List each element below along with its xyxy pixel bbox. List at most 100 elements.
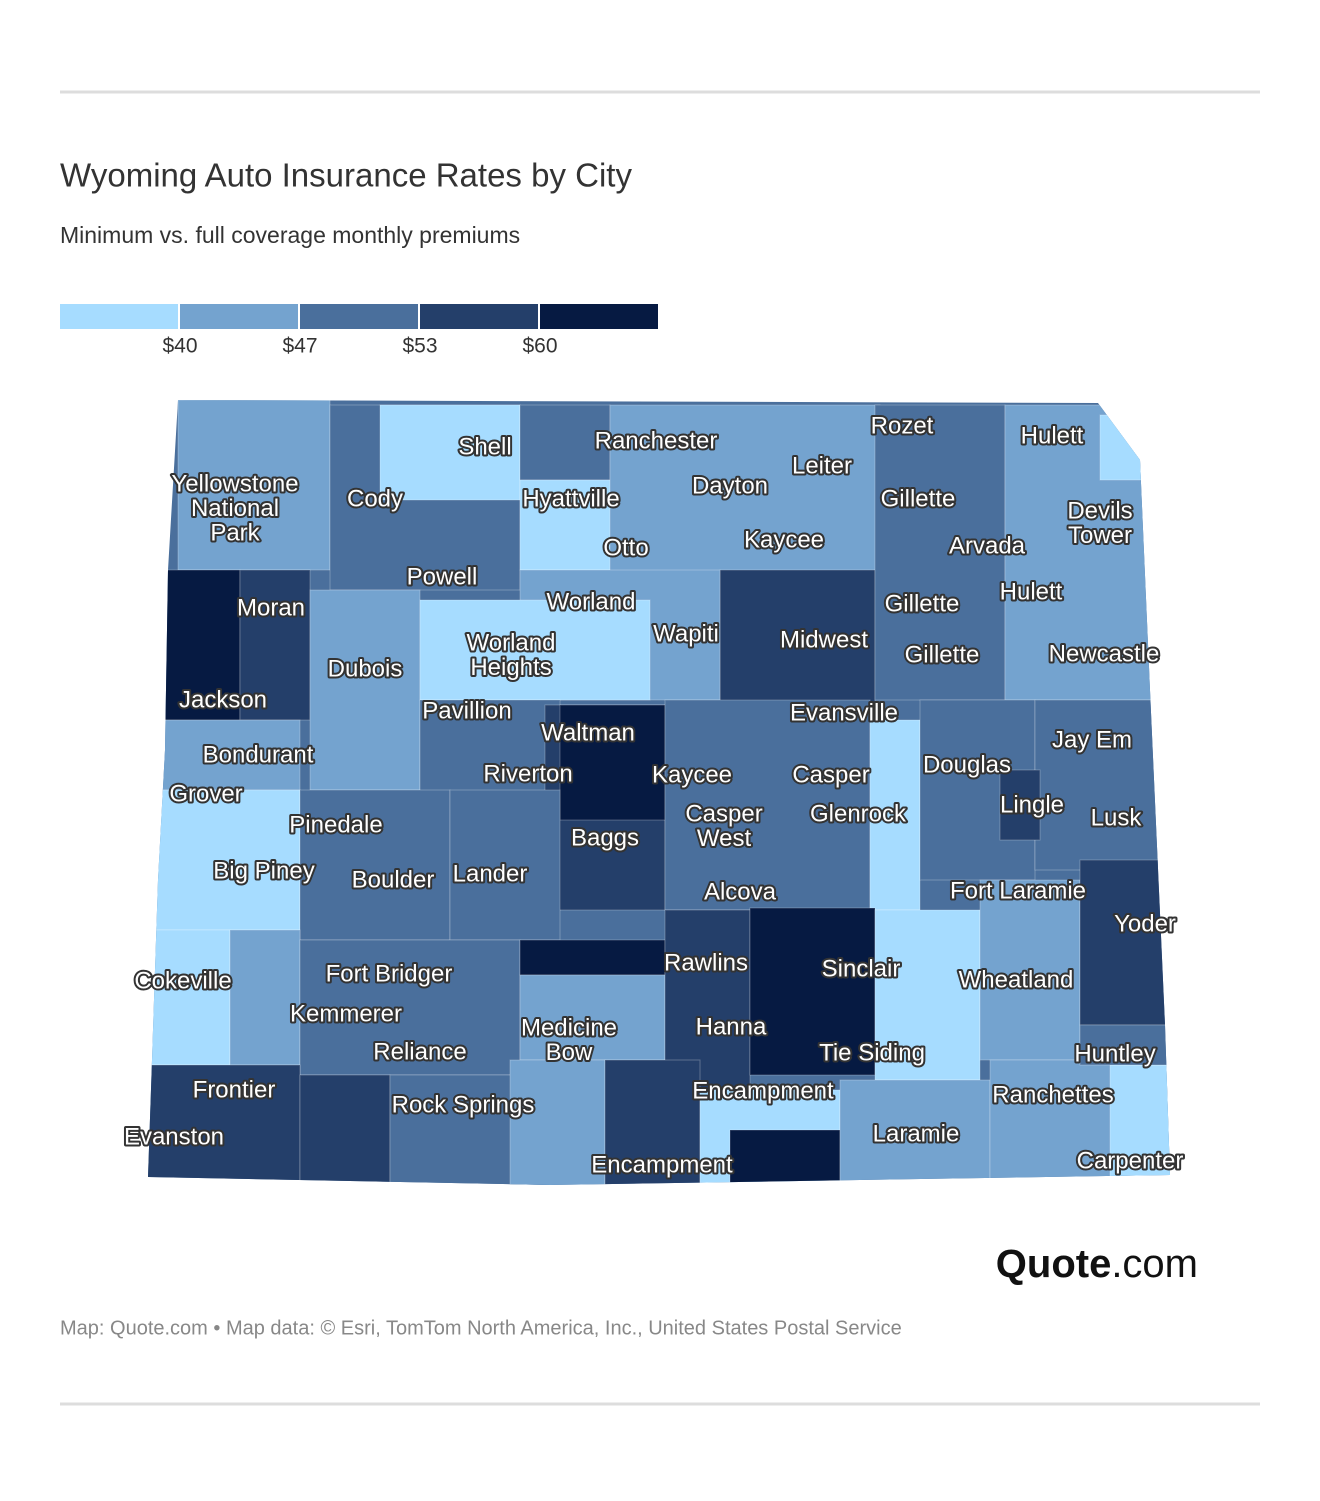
city-label: Carpenter — [1077, 1147, 1184, 1174]
logo-brand: Quote — [996, 1242, 1112, 1286]
city-label: Frontier — [193, 1076, 276, 1103]
city-label: Big Piney — [213, 857, 314, 884]
city-label: Moran — [237, 594, 305, 621]
region — [1079, 1024, 1170, 1066]
region — [159, 719, 301, 791]
city-label: Hanna — [696, 1013, 767, 1040]
city-label: Arvada — [949, 532, 1026, 559]
city-label: Leiter — [792, 452, 852, 479]
region — [449, 789, 561, 941]
legend-swatch — [300, 304, 418, 329]
region — [874, 404, 1006, 701]
region — [999, 769, 1041, 841]
city-label: Grover — [169, 780, 242, 807]
city-label: Casper — [685, 800, 762, 827]
city-label: Midwest — [780, 626, 868, 653]
city-label: Otto — [603, 534, 648, 561]
city-labels: Shell Ranchester Rozet Hulett YellowstoneNat… — [122, 410, 1185, 1180]
city-label: Alcova — [704, 878, 777, 905]
city-label: Ranchettes — [992, 1081, 1113, 1108]
city-label: Fort Laramie — [950, 877, 1086, 904]
city-label: Yellowstone — [171, 470, 298, 497]
city-label: Cokeville — [134, 967, 231, 994]
city-label: Hulett — [1021, 422, 1084, 449]
region — [379, 404, 521, 501]
region — [664, 699, 871, 911]
region — [299, 1074, 391, 1185]
city-label: Reliance — [373, 1038, 466, 1065]
city-label: Tower — [1068, 522, 1132, 549]
city-label: Douglas — [923, 751, 1011, 778]
title: Wyoming Auto Insurance Rates by City — [60, 157, 632, 194]
city-label: Heights — [470, 654, 551, 681]
region — [559, 704, 666, 821]
city-label: Laramie — [873, 1120, 960, 1147]
city-label: Bow — [546, 1039, 593, 1066]
city-label: Shell — [458, 433, 511, 460]
city-label: West — [697, 825, 752, 852]
city-label: Glenrock — [810, 800, 907, 827]
legend-label: $53 — [402, 335, 437, 358]
city-label: Worland — [467, 629, 556, 656]
region — [874, 909, 981, 1081]
city-label: Kaycee — [652, 761, 732, 788]
legend-label: $47 — [282, 335, 317, 358]
region — [177, 400, 331, 571]
region — [509, 1059, 606, 1185]
legend-swatch — [180, 304, 298, 329]
region — [1034, 699, 1161, 871]
region — [1109, 1064, 1170, 1185]
region — [749, 907, 876, 1076]
city-label: Riverton — [483, 760, 572, 787]
region — [1079, 859, 1170, 1026]
city-label: Jackson — [179, 686, 267, 713]
city-label: Worland — [547, 588, 636, 615]
region — [299, 789, 451, 941]
city-label: Dayton — [692, 472, 768, 499]
city-label: Encampment — [591, 1151, 733, 1178]
city-label: Tie Siding — [819, 1039, 925, 1066]
city-label: Evanston — [124, 1123, 224, 1150]
region — [309, 589, 421, 791]
city-label: Casper — [792, 761, 869, 788]
city-label: Pinedale — [289, 811, 382, 838]
city-label: Cody — [347, 485, 403, 512]
region — [869, 719, 921, 911]
region — [148, 1064, 301, 1185]
legend-label: $60 — [522, 335, 557, 358]
city-label: Powell — [407, 563, 478, 590]
city-label: Baggs — [571, 824, 639, 851]
city-label: National — [191, 495, 279, 522]
region — [299, 939, 521, 1076]
city-label: Bondurant — [203, 741, 314, 768]
city-label: Newcastle — [1049, 640, 1160, 667]
legend-swatch — [420, 304, 538, 329]
region — [149, 929, 231, 1066]
legend-swatch — [540, 304, 658, 329]
region — [719, 569, 876, 721]
city-label: Pavillion — [422, 697, 511, 724]
city-label: Dubois — [328, 655, 403, 682]
city-label: Evansville — [790, 699, 898, 726]
city-label: Encampment — [692, 1077, 834, 1104]
city-label: Gillette — [905, 641, 980, 668]
region — [1099, 414, 1161, 481]
city-label: Lingle — [1000, 791, 1064, 818]
city-label: Rawlins — [664, 949, 748, 976]
city-label: Medicine — [521, 1014, 617, 1041]
state-map — [148, 400, 1170, 1185]
city-label: Sinclair — [822, 955, 901, 982]
city-label: Lusk — [1091, 804, 1143, 831]
region — [839, 1079, 991, 1185]
city-label: Hulett — [1000, 578, 1063, 605]
city-label: Huntley — [1074, 1040, 1155, 1067]
source-note: Map: Quote.com • Map data: © Esri, TomTo… — [60, 1317, 902, 1339]
region — [229, 929, 301, 1066]
legend-label: $40 — [162, 335, 197, 358]
city-label: Gillette — [885, 590, 960, 617]
legend-swatch — [60, 304, 178, 329]
city-label: Devils — [1067, 497, 1132, 524]
region — [419, 599, 651, 701]
